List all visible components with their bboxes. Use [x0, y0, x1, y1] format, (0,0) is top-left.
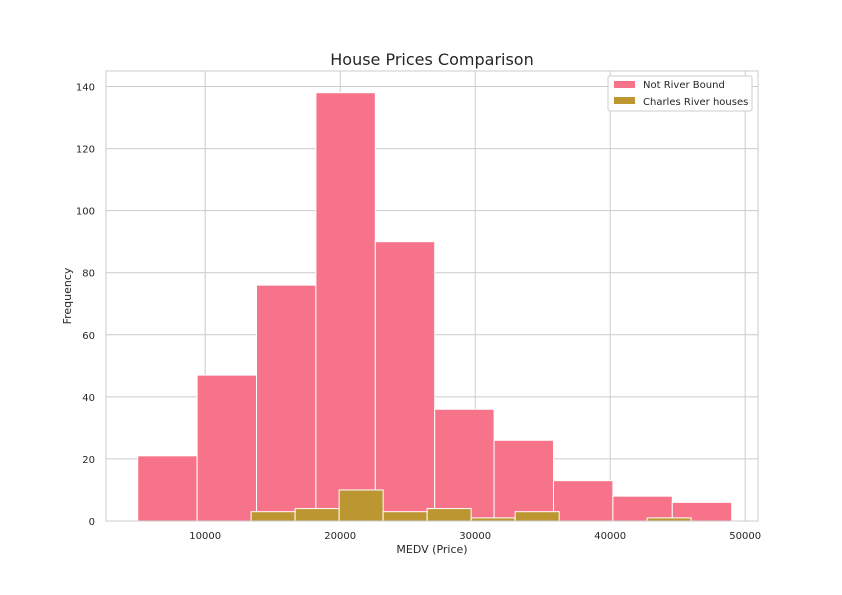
y-tick-label: 20 — [82, 455, 95, 466]
x-tick-label: 50000 — [729, 531, 761, 542]
y-tick-label: 40 — [82, 393, 95, 404]
y-tick-label: 60 — [82, 331, 95, 342]
legend-swatch-charles-river-houses — [614, 97, 635, 104]
x-tick-label: 10000 — [189, 531, 221, 542]
y-tick-label: 120 — [76, 145, 95, 156]
legend-label-not-river-bound: Not River Bound — [643, 80, 725, 91]
x-tick-label: 30000 — [459, 531, 491, 542]
y-tick-label: 140 — [76, 83, 95, 94]
y-axis-label: Frequency — [61, 267, 74, 324]
x-axis-label: MEDV (Price) — [396, 543, 467, 556]
chart-title: House Prices Comparison — [330, 50, 533, 69]
y-tick-labels: 0 20 40 60 80 100 120 140 — [76, 83, 95, 528]
y-tick-label: 80 — [82, 269, 95, 280]
legend: Not River Bound Charles River houses — [607, 75, 753, 112]
legend-label-charles-river-houses: Charles River houses — [643, 97, 748, 108]
bar — [250, 511, 296, 522]
bar — [315, 92, 376, 522]
bar — [196, 374, 258, 522]
x-tick-label: 40000 — [594, 531, 626, 542]
bar — [382, 511, 428, 522]
y-tick-label: 100 — [76, 207, 95, 218]
bar — [338, 489, 384, 522]
bar — [493, 439, 554, 522]
x-tick-label: 20000 — [324, 531, 356, 542]
bar — [137, 455, 198, 522]
bar — [374, 241, 436, 522]
bar — [426, 508, 472, 522]
series-0 — [137, 92, 733, 522]
plot-frame — [105, 70, 759, 522]
bar — [294, 508, 340, 522]
bar — [514, 511, 560, 522]
legend-box — [607, 75, 753, 112]
bar — [612, 495, 673, 522]
x-tick-labels: 10000 20000 30000 40000 50000 — [189, 531, 761, 542]
bars — [137, 92, 733, 522]
bar — [434, 408, 495, 522]
bar — [256, 284, 317, 522]
series-1 — [250, 489, 692, 522]
bar — [552, 480, 614, 522]
legend-swatch-not-river-bound — [614, 81, 635, 88]
y-tick-label: 0 — [89, 517, 95, 528]
